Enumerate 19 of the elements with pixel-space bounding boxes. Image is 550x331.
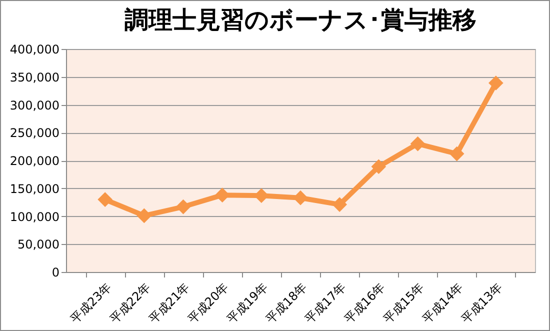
point <box>449 146 464 162</box>
point <box>176 199 191 214</box>
y-tick-label: 300,000 <box>10 98 60 112</box>
y-tick-label: 250,000 <box>10 126 60 140</box>
point <box>136 208 152 224</box>
y-tick-label: 350,000 <box>10 70 60 84</box>
chart-title: 調理士見習のボーナス･賞与推移 <box>124 6 476 34</box>
y-tick-label: 100,000 <box>10 210 60 224</box>
y-tick-label: 0 <box>52 266 60 280</box>
point <box>293 190 308 206</box>
y-tick-label: 200,000 <box>10 154 60 168</box>
point <box>332 197 347 212</box>
point <box>410 136 426 152</box>
point <box>371 159 386 174</box>
y-tick-label: 400,000 <box>10 42 60 56</box>
y-tick-label: 50,000 <box>18 238 60 252</box>
point <box>488 76 504 90</box>
y-tick-label: 150,000 <box>10 182 60 196</box>
point <box>98 192 112 207</box>
